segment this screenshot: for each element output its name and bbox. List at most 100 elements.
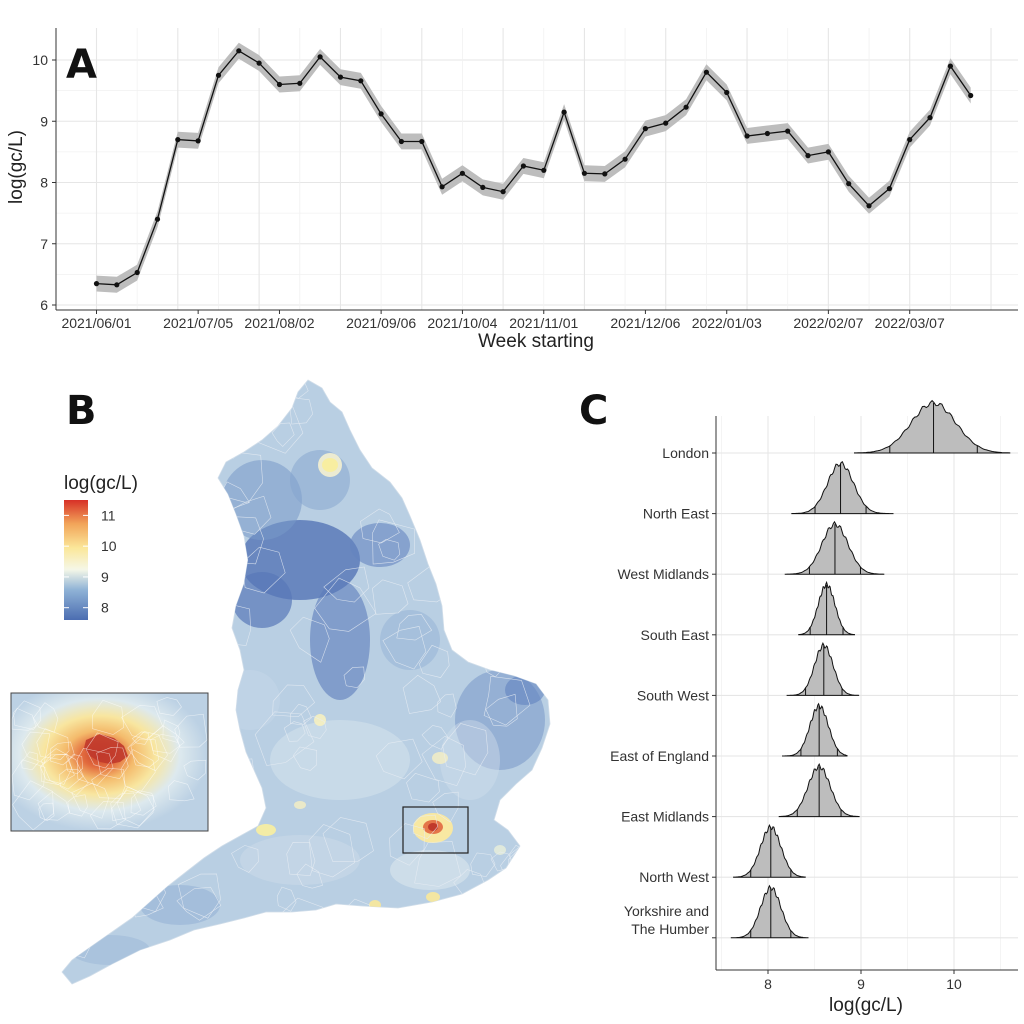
data-point	[724, 89, 730, 96]
density-ridge	[854, 399, 1011, 454]
region-label: East Midlands	[621, 809, 709, 825]
map-boundary	[380, 926, 401, 951]
x-tick-label: 2022/03/07	[875, 315, 945, 331]
map-boundary	[303, 715, 327, 739]
panel-c-x-axis-title: log(gc/L)	[829, 995, 903, 1016]
map-boundary	[441, 542, 464, 564]
map-boundary	[518, 799, 550, 857]
map-boundary	[437, 693, 457, 718]
data-point	[195, 138, 201, 144]
legend-colorbar	[64, 500, 88, 620]
map-boundary	[372, 579, 409, 615]
map-boundary	[186, 597, 220, 639]
panel-a-y-axis-title: log(gc/L)	[6, 130, 27, 204]
map-boundary	[485, 693, 518, 727]
data-point	[886, 186, 893, 192]
density-ridge	[730, 884, 809, 939]
map-boundary	[286, 841, 316, 877]
map-boundary	[535, 492, 550, 526]
data-point	[663, 120, 669, 126]
y-tick-label: 9	[40, 113, 48, 129]
x-tick-label: 2021/09/06	[346, 315, 416, 331]
panel-c-ridges	[730, 399, 1011, 939]
region-label: Yorkshire and	[624, 903, 709, 919]
london-highlight-box	[402, 806, 469, 854]
data-point	[317, 54, 323, 60]
map-boundary	[299, 961, 322, 982]
map-boundary	[271, 422, 295, 447]
map-boundary	[210, 758, 257, 794]
data-point	[520, 163, 527, 169]
map-boundary	[272, 684, 315, 718]
panel-c-letter: C	[579, 388, 608, 434]
map-boundary	[440, 392, 482, 441]
x-tick-label: 9	[857, 976, 865, 992]
inset-boundary	[183, 759, 207, 781]
data-point	[907, 137, 913, 143]
map-boundary	[296, 863, 323, 889]
map-boundary	[69, 646, 109, 692]
data-point	[256, 60, 262, 66]
map-boundary	[96, 650, 139, 697]
map-boundary	[276, 886, 297, 912]
map-boundary	[378, 539, 401, 561]
panel-c-region-labels: London North East West Midlands South East S…	[610, 445, 716, 939]
map-boundary	[245, 946, 307, 984]
map-boundary	[418, 644, 450, 678]
map-boundary	[298, 948, 329, 975]
inset-boundary	[127, 731, 168, 772]
map-region	[369, 900, 381, 910]
map-boundary	[470, 852, 496, 878]
map-boundary	[372, 519, 416, 565]
panel-a-gridlines	[56, 28, 1018, 310]
map-boundary	[254, 711, 315, 766]
data-point	[236, 48, 242, 54]
legend-tick-label: 9	[101, 569, 109, 585]
data-point	[703, 69, 710, 75]
map-boundary	[500, 531, 550, 582]
legend-tick-label: 11	[101, 507, 116, 523]
data-point	[764, 130, 771, 137]
panel-b-letter: B	[66, 388, 97, 434]
map-boundary	[421, 725, 449, 750]
x-tick-label: 2021/07/05	[163, 315, 233, 331]
inset-boundary	[58, 768, 89, 796]
inset-boundary	[37, 791, 71, 821]
map-region	[380, 610, 440, 670]
inset-boundary	[150, 733, 181, 763]
map-boundary	[210, 417, 244, 459]
map-boundary	[314, 577, 377, 632]
data-point	[93, 281, 100, 287]
data-point	[825, 149, 832, 155]
map-region	[270, 720, 410, 800]
inset-boundary	[110, 792, 142, 821]
map-region	[390, 850, 470, 890]
data-point	[459, 170, 465, 176]
map-boundary	[442, 723, 489, 776]
map-boundary	[105, 620, 145, 665]
inset-boundary	[92, 699, 125, 735]
inset-boundary	[36, 728, 70, 760]
data-point	[500, 189, 506, 195]
map-region	[428, 823, 438, 831]
inset-boundary	[121, 704, 164, 740]
map-boundary	[436, 965, 457, 984]
density-ridge	[782, 702, 848, 757]
panel-a-points	[93, 48, 974, 288]
data-point	[215, 72, 222, 78]
data-point	[968, 92, 974, 99]
map-boundary	[190, 396, 238, 441]
inset-boundary	[11, 708, 37, 731]
map-boundary	[96, 380, 125, 402]
map-boundary	[486, 434, 525, 475]
map-boundary	[427, 923, 451, 945]
data-point	[154, 216, 161, 222]
x-tick-label: 2021/11/01	[509, 315, 578, 331]
inset-boundary	[76, 747, 114, 786]
data-point	[642, 126, 649, 132]
data-point	[541, 167, 547, 173]
x-tick-label: 10	[946, 976, 962, 992]
legend-ticks: 8 9 10 11	[64, 507, 117, 616]
map-region	[220, 670, 280, 730]
